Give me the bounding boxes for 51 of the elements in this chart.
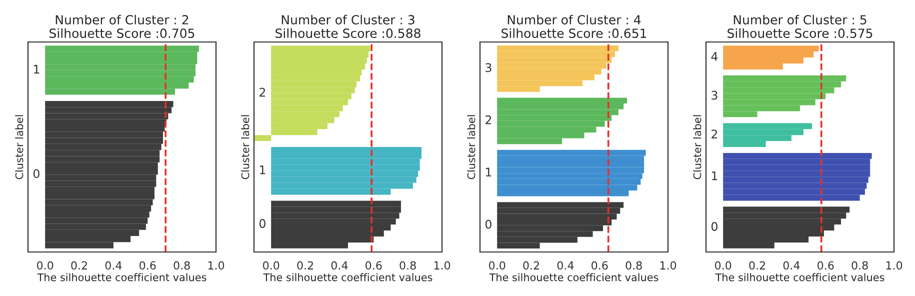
x-tick-label: 1.0 xyxy=(660,261,676,270)
series-label: 0 xyxy=(485,220,492,229)
x-tick-label: 0.0 xyxy=(36,261,54,270)
series-label: 3 xyxy=(486,63,492,72)
x-tick-label: 0.8 xyxy=(174,261,190,270)
y-axis-title: Cluster label xyxy=(241,115,250,180)
x-tick-label: 0.8 xyxy=(400,261,416,270)
x-tick-label: 0.2 xyxy=(749,261,765,270)
series-label: 4 xyxy=(711,52,718,61)
x-tick-label: 0.6 xyxy=(366,261,382,270)
x-tick-label: 0.0 xyxy=(262,261,280,270)
x-tick-label: 0.8 xyxy=(852,261,868,270)
x-tick-label: 0.6 xyxy=(818,261,834,270)
x-tick-label: 0.8 xyxy=(626,261,642,270)
y-axis-title: Cluster label xyxy=(15,115,24,180)
y-axis-title: Cluster label xyxy=(693,115,702,180)
x-tick-label: 0.2 xyxy=(297,261,313,270)
x-tick-label: 0.6 xyxy=(592,261,608,270)
chart-title: Number of Cluster : 3 Silhouette Score :0.588 xyxy=(276,14,420,38)
x-tick-label: 0.4 xyxy=(783,261,800,270)
series-label: 1 xyxy=(486,168,492,176)
series-label: 1 xyxy=(34,64,40,74)
x-tick-label: 0.4 xyxy=(105,261,122,270)
x-tick-label: 1.0 xyxy=(434,261,450,270)
chart-title: Number of Cluster : 5 Silhouette Score :0.575 xyxy=(728,14,872,38)
x-axis-title: The silhouette coefficient values xyxy=(263,273,432,282)
x-axis-title: The silhouette coefficient values xyxy=(715,273,884,282)
x-axis-title: The silhouette coefficient values xyxy=(489,273,658,282)
bar xyxy=(254,135,272,142)
series-label: 3 xyxy=(712,90,718,100)
x-tick-label: 0.6 xyxy=(140,261,156,270)
x-tick-label: 0.2 xyxy=(71,261,87,270)
x-tick-label: 0.2 xyxy=(523,261,539,270)
x-tick-label: 0.4 xyxy=(331,261,348,270)
series-label: 0 xyxy=(259,219,266,228)
series-label: 2 xyxy=(712,130,718,138)
x-tick-label: 1.0 xyxy=(208,261,224,270)
series-label: 1 xyxy=(260,166,266,174)
x-tick-label: 0.0 xyxy=(714,261,732,270)
y-axis-title: Cluster label xyxy=(467,115,476,180)
series-label: 2 xyxy=(260,88,266,97)
series-label: 0 xyxy=(33,169,40,178)
series-label: 1 xyxy=(712,171,718,180)
chart-title: Number of Cluster : 4 Silhouette Score :0.651 xyxy=(502,14,646,38)
x-tick-label: 0.0 xyxy=(488,261,506,270)
x-tick-label: 1.0 xyxy=(886,261,902,270)
chart-title: Number of Cluster : 2 Silhouette Score :0.705 xyxy=(50,14,194,38)
x-axis-title: The silhouette coefficient values xyxy=(37,273,206,282)
x-tick-label: 0.4 xyxy=(557,261,574,270)
series-label: 2 xyxy=(486,115,492,124)
series-label: 0 xyxy=(711,222,718,231)
